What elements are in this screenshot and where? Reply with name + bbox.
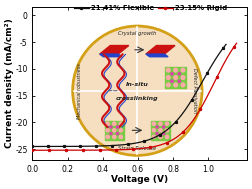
Circle shape [156, 132, 158, 135]
Text: Mechanical robustness: Mechanical robustness [77, 63, 82, 119]
Bar [151, 134, 157, 140]
Bar [165, 67, 172, 74]
Bar [165, 82, 172, 88]
Circle shape [166, 68, 170, 72]
Circle shape [110, 126, 112, 128]
Circle shape [174, 76, 177, 79]
23.15% Rigid [31, 149, 34, 151]
Bar [164, 127, 170, 133]
Circle shape [113, 129, 116, 132]
Circle shape [166, 83, 170, 87]
21.41% Flexible [87, 145, 90, 147]
23.15% Rigid [140, 147, 143, 150]
Polygon shape [100, 46, 129, 54]
Circle shape [163, 132, 165, 135]
Bar [172, 74, 179, 81]
Circle shape [174, 68, 177, 72]
Bar [105, 134, 111, 140]
Circle shape [119, 135, 122, 139]
Circle shape [181, 68, 185, 72]
21.41% Flexible [204, 75, 207, 77]
Bar [172, 67, 179, 74]
21.41% Flexible [225, 43, 228, 46]
Circle shape [110, 132, 112, 135]
Text: In-situ: In-situ [126, 82, 149, 87]
Circle shape [163, 126, 165, 128]
Bar [164, 121, 170, 127]
Circle shape [178, 80, 180, 82]
Polygon shape [100, 54, 122, 57]
21.41% Flexible [195, 92, 198, 94]
Line: 23.15% Rigid: 23.15% Rigid [32, 42, 238, 151]
Bar [180, 74, 186, 81]
Circle shape [159, 129, 162, 132]
Circle shape [152, 122, 155, 125]
Circle shape [166, 76, 170, 79]
Text: Strain Release: Strain Release [118, 146, 156, 151]
Circle shape [181, 76, 185, 79]
Bar [164, 134, 170, 140]
Circle shape [165, 135, 169, 139]
Circle shape [106, 129, 109, 132]
Circle shape [106, 135, 109, 139]
21.41% Flexible [84, 145, 87, 147]
Circle shape [152, 135, 155, 139]
Bar [118, 121, 124, 127]
Line: 21.41% Flexible: 21.41% Flexible [32, 43, 227, 147]
Bar [180, 67, 186, 74]
23.15% Rigid [210, 87, 213, 89]
23.15% Rigid [203, 100, 206, 102]
Circle shape [159, 122, 162, 125]
Circle shape [119, 122, 122, 125]
Bar [105, 121, 111, 127]
Circle shape [74, 27, 201, 154]
Bar [151, 127, 157, 133]
23.15% Rigid [91, 149, 94, 151]
Circle shape [116, 126, 119, 128]
Circle shape [119, 129, 122, 132]
Bar [111, 127, 117, 133]
Circle shape [178, 73, 180, 75]
Circle shape [174, 83, 177, 87]
23.15% Rigid [87, 149, 90, 151]
Circle shape [171, 73, 173, 75]
Circle shape [116, 132, 119, 135]
Bar [111, 121, 117, 127]
Text: Crystal growth: Crystal growth [118, 31, 156, 36]
Circle shape [152, 129, 155, 132]
21.41% Flexible [31, 145, 34, 148]
Text: Defect Passivation: Defect Passivation [192, 68, 197, 113]
Legend: 21.41% Flexible, 23.15% Rigid: 21.41% Flexible, 23.15% Rigid [73, 5, 228, 12]
Circle shape [156, 126, 158, 128]
Bar [172, 82, 179, 88]
Polygon shape [146, 46, 175, 54]
Bar [158, 121, 163, 127]
23.15% Rigid [235, 42, 238, 44]
23.15% Rigid [214, 80, 217, 82]
Bar [151, 121, 157, 127]
Circle shape [165, 122, 169, 125]
Bar [118, 134, 124, 140]
Bar [158, 127, 163, 133]
21.41% Flexible [201, 81, 204, 83]
Polygon shape [146, 54, 168, 57]
Bar [105, 127, 111, 133]
Circle shape [113, 135, 116, 139]
Bar [180, 82, 186, 88]
Circle shape [171, 80, 173, 82]
Bar [165, 74, 172, 81]
X-axis label: Voltage (V): Voltage (V) [111, 175, 168, 184]
21.41% Flexible [134, 142, 137, 144]
Circle shape [159, 135, 162, 139]
Bar [158, 134, 163, 140]
Circle shape [113, 122, 116, 125]
Bar [118, 127, 124, 133]
Text: crosslinking: crosslinking [116, 96, 159, 101]
Circle shape [181, 83, 185, 87]
Y-axis label: Current density (mA/cm²): Current density (mA/cm²) [5, 19, 14, 148]
Bar [111, 134, 117, 140]
Circle shape [165, 129, 169, 132]
Circle shape [106, 122, 109, 125]
